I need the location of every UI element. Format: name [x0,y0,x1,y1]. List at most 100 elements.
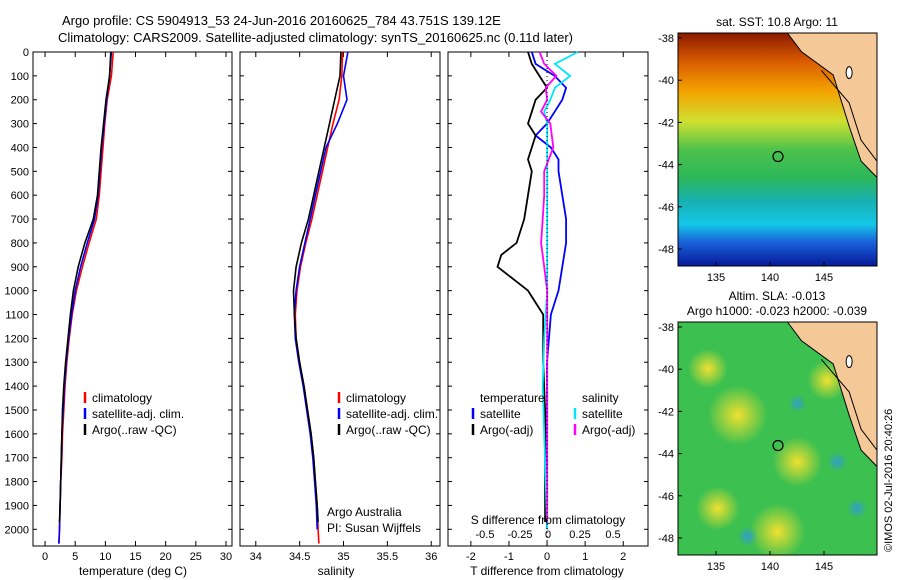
sst-ytick-label: -44 [658,160,674,172]
sdiff-satellite-line [541,51,579,530]
depth-tick-label: 0 [23,47,29,59]
title-line-2: Climatology: CARS2009. Satellite-adjuste… [58,30,573,45]
sla-map-title-2: Argo h1000: -0.023 h2000: -0.039 [687,304,867,318]
diff-top-xlabel: S difference from climatology [471,513,626,527]
sal-series-2 [292,51,342,523]
temp-xtick-label: 25 [190,551,202,563]
sla-low-anomaly [788,394,807,413]
depth-tick-label: 1100 [5,310,29,322]
sal-xtick-label: 35.5 [377,551,398,563]
sla-ytick-label: -38 [658,322,674,334]
title-line-1: Argo profile: CS 5904913_53 24-Jun-2016 … [62,13,501,28]
sla-frame [677,321,878,556]
sdiff-legend-label: Argo(-adj) [582,423,635,437]
diff-xtick-label: 1 [582,551,588,563]
sal-xtick-label: 36 [425,551,437,563]
temp-xlabel: temperature (deg C) [79,564,187,578]
sal-legend-label: satellite-adj. clim. [346,407,438,421]
depth-tick-label: 500 [11,166,29,178]
temp-series-2 [58,51,112,523]
depth-tick-label: 2000 [5,524,29,536]
temp-xtick-label: 20 [160,551,172,563]
temp-legend-label: Argo(..raw -QC) [92,423,177,437]
sla-ytick-label: -48 [658,533,674,545]
sla-ytick-label: -46 [658,491,674,503]
sst-ytick-label: -46 [658,202,674,214]
sst-map [677,32,878,267]
sal-xtick-label: 34.5 [289,551,310,563]
sal-xtick-label: 34 [250,551,262,563]
sla-high-anomaly [695,486,740,531]
sdiff-tick-label: 0.25 [569,529,590,541]
depth-tick-label: 300 [11,119,29,131]
depth-tick-label: 400 [11,142,29,154]
diff-xlabel: T difference from climatology [470,564,624,578]
temp-xtick-label: 0 [42,551,48,563]
depth-tick-label: 1700 [5,453,29,465]
depth-tick-label: 1200 [5,333,29,345]
sst-ytick-label: -40 [658,75,674,87]
sst-map-title: sat. SST: 10.8 Argo: 11 [716,15,838,29]
sla-high-anomaly [707,385,768,446]
sst-contour [820,69,878,162]
sal-xlabel: salinity [318,564,355,578]
sst-island [845,66,853,80]
sst-ytick-label: -42 [658,117,674,129]
temp-xtick-label: 10 [99,551,111,563]
diff-xtick-label: 0 [544,551,550,563]
depth-tick-label: 1900 [5,500,29,512]
sal-legend-label: Argo(..raw -QC) [346,423,431,437]
sla-argo-location [772,439,784,452]
temp-panel-frame [32,51,233,547]
sla-low-anomaly [737,526,758,547]
sla-xtick-label: 145 [815,561,833,573]
legend-salinity-title: salinity [582,391,619,405]
temp-legend-label: climatology [92,391,152,405]
sdiff-tick-label: 0.5 [605,529,620,541]
diff-xtick-label: -1 [504,551,514,563]
depth-tick-label: 700 [11,214,29,226]
sla-xtick-label: 140 [761,561,779,573]
depth-tick-label: 900 [11,262,29,274]
sdiff-tick-label: 0 [545,529,551,541]
sal-xtick-label: 35 [337,551,349,563]
sla-low-anomaly [847,498,868,519]
sst-xtick-label: 145 [815,272,833,284]
temp-xtick-label: 15 [129,551,141,563]
depth-tick-label: 1000 [5,286,29,298]
depth-tick-label: 1300 [5,357,29,369]
sdiff-tick-label: -0.5 [476,529,495,541]
temp-xtick-label: 5 [72,551,78,563]
legend-temperature-title: temperature [480,391,545,405]
sst-ytick-label: -38 [658,33,674,45]
depth-tick-label: 100 [11,71,29,83]
depth-tick-label: 200 [11,95,29,107]
sst-ytick-label: -48 [658,244,674,256]
temp-xtick-label: 30 [220,551,232,563]
sla-contour [820,358,878,451]
diff-xtick-label: 2 [620,551,626,563]
sla-xtick-label: 135 [707,561,725,573]
sla-map [677,321,878,560]
sla-high-anomaly [687,348,728,389]
sst-xtick-label: 135 [707,272,725,284]
sla-ytick-label: -40 [658,364,674,376]
sla-high-anomaly [772,436,823,487]
depth-tick-label: 800 [11,238,29,250]
sst-frame [677,32,878,267]
sal-series-1 [293,51,349,530]
diff-xtick-label: -2 [466,551,476,563]
sal-panel-frame [239,51,441,547]
sla-island [845,355,853,369]
sla-high-anomaly [749,503,806,560]
depth-tick-label: 600 [11,190,29,202]
depth-tick-label: 1400 [5,381,29,393]
sst-argo-location [772,150,784,163]
temp-legend-label: satellite-adj. clim. [92,407,184,421]
sla-low-anomaly [827,451,848,472]
depth-tick-label: 1800 [5,477,29,489]
sla-ytick-label: -42 [658,406,674,418]
sal-note-pi: PI: Susan Wijffels [327,521,421,535]
sal-legend-label: climatology [346,391,406,405]
